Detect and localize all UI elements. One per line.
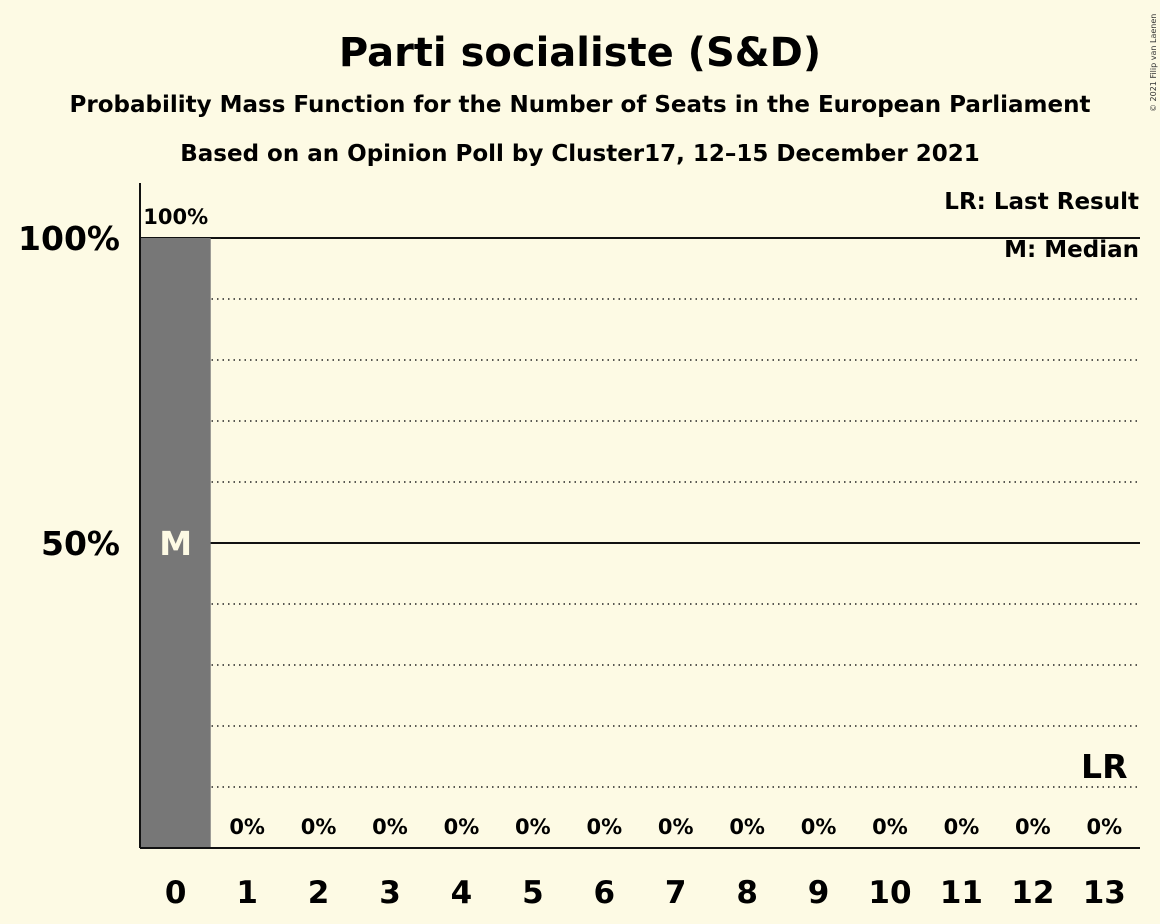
x-tick-label: 13 <box>1083 875 1126 911</box>
x-tick-label: 3 <box>379 875 401 911</box>
x-tick-label: 11 <box>940 875 983 911</box>
value-label: 0% <box>944 815 980 839</box>
axes: 50%100%0 1 2 3 4 5 6 7 8 9 10 11 12 13 <box>18 183 1140 911</box>
value-label: 0% <box>444 815 480 839</box>
y-tick-label: 100% <box>18 219 120 258</box>
x-tick-label: 4 <box>451 875 473 911</box>
value-label: 0% <box>729 815 765 839</box>
legend-last-result: LR: Last Result <box>944 189 1139 215</box>
x-tick-label: 7 <box>665 875 687 911</box>
chart-subtitle: Probability Mass Function for the Number… <box>70 92 1091 118</box>
x-tick-label: 8 <box>736 875 758 911</box>
value-label: 0% <box>872 815 908 839</box>
x-tick-label: 2 <box>308 875 330 911</box>
value-label: 0% <box>372 815 408 839</box>
chart-title: Parti socialiste (S&D) <box>339 30 821 76</box>
value-label: 100% <box>143 205 208 229</box>
value-label: 0% <box>801 815 837 839</box>
grid-lines <box>140 237 1140 788</box>
x-tick-label: 1 <box>236 875 258 911</box>
chart-subtitle-source: Based on an Opinion Poll by Cluster17, 1… <box>180 141 980 167</box>
value-labels: 100% 0% 0% 0% 0% 0% 0% 0% 0% 0% 0% 0% 0% 0% M LR <box>143 205 1127 839</box>
median-marker: M <box>159 524 192 563</box>
value-label: 0% <box>658 815 694 839</box>
copyright-note: © 2021 Filip van Laenen <box>1149 14 1158 112</box>
value-label: 0% <box>586 815 622 839</box>
value-label: 0% <box>301 815 337 839</box>
x-tick-label: 10 <box>868 875 911 911</box>
y-tick-label: 50% <box>41 524 120 563</box>
bars <box>140 238 211 848</box>
legend-median: M: Median <box>1004 237 1139 263</box>
bar <box>140 238 211 848</box>
value-label: 0% <box>1086 815 1122 839</box>
last-result-marker: LR <box>1081 747 1127 786</box>
value-label: 0% <box>229 815 265 839</box>
x-tick-label: 0 <box>165 875 187 911</box>
x-tick-label: 12 <box>1011 875 1054 911</box>
x-tick-label: 9 <box>808 875 830 911</box>
value-label: 0% <box>1015 815 1051 839</box>
value-label: 0% <box>515 815 551 839</box>
x-tick-label: 5 <box>522 875 544 911</box>
x-tick-label: 6 <box>593 875 615 911</box>
